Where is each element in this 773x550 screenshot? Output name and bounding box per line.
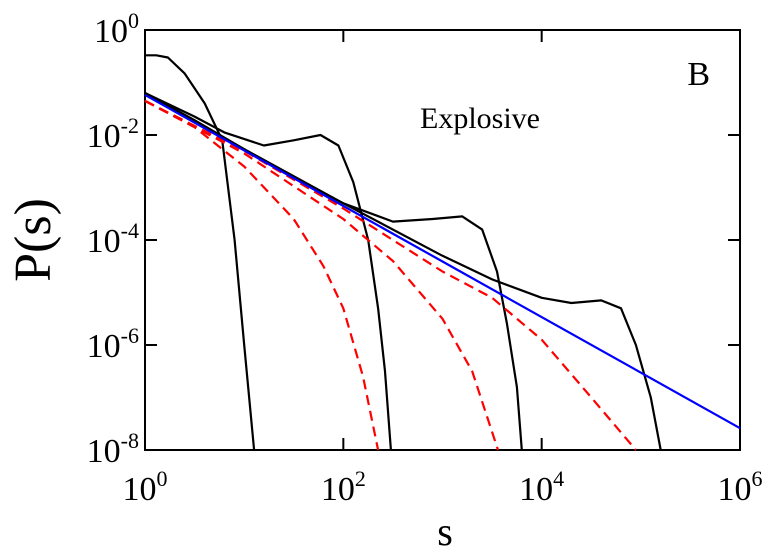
y-axis-label: P(s) <box>5 198 62 282</box>
series-line <box>144 92 662 451</box>
series-line <box>144 92 392 451</box>
series-line <box>144 92 523 451</box>
annotation: Explosive <box>420 102 540 135</box>
y-tick-label: 10-2 <box>87 113 139 155</box>
series-line <box>144 93 741 430</box>
x-tick-label: 100 <box>123 466 168 508</box>
y-tick-label: 10-6 <box>87 323 139 365</box>
y-tick-label: 10-8 <box>87 428 139 470</box>
series-line <box>144 99 637 451</box>
series-line <box>145 54 256 451</box>
y-tick-label: 100 <box>94 8 139 50</box>
series-line <box>144 99 380 451</box>
annotation: B <box>687 56 710 93</box>
x-tick-label: 104 <box>519 466 564 508</box>
x-tick-label: 102 <box>321 466 366 508</box>
x-axis-label: s <box>437 509 453 550</box>
series-line <box>144 99 500 451</box>
x-tick-label: 106 <box>718 466 763 508</box>
y-tick-label: 10-4 <box>87 218 139 260</box>
